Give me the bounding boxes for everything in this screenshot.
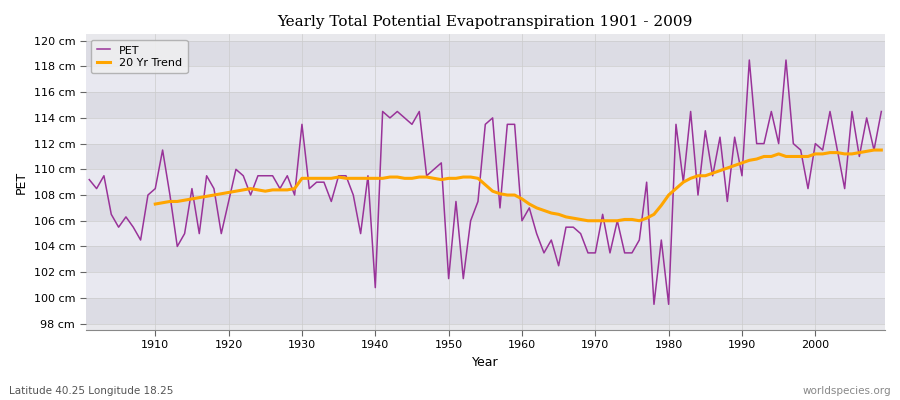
Bar [86,298,885,324]
Legend: PET, 20 Yr Trend: PET, 20 Yr Trend [91,40,187,74]
Bar [86,169,885,195]
20 Yr Trend [876,148,886,152]
Bar [86,144,885,169]
Y-axis label: PET: PET [15,171,28,194]
PET [509,122,520,127]
Text: Latitude 40.25 Longitude 18.25: Latitude 40.25 Longitude 18.25 [9,386,174,396]
Bar [86,41,885,66]
PET [876,109,886,114]
Title: Yearly Total Potential Evapotranspiration 1901 - 2009: Yearly Total Potential Evapotranspiratio… [277,15,693,29]
Bar [86,66,885,92]
Bar [86,221,885,246]
PET [304,186,315,191]
PET [142,193,153,198]
20 Yr Trend [319,176,329,181]
Bar [86,195,885,221]
PET [649,302,660,307]
20 Yr Trend [524,202,535,206]
Text: worldspecies.org: worldspecies.org [803,386,891,396]
20 Yr Trend [582,218,593,223]
Line: 20 Yr Trend: 20 Yr Trend [156,150,881,221]
Bar [86,272,885,298]
20 Yr Trend [847,152,858,156]
Line: PET: PET [89,60,881,304]
PET [744,58,755,62]
PET [605,250,616,255]
PET [517,218,527,223]
20 Yr Trend [150,202,161,206]
Bar [86,118,885,144]
PET [84,177,94,182]
20 Yr Trend [868,148,879,152]
20 Yr Trend [289,186,300,191]
Bar [86,92,885,118]
20 Yr Trend [824,150,835,155]
Bar [86,246,885,272]
PET [348,193,359,198]
20 Yr Trend [590,218,600,223]
X-axis label: Year: Year [472,356,499,369]
